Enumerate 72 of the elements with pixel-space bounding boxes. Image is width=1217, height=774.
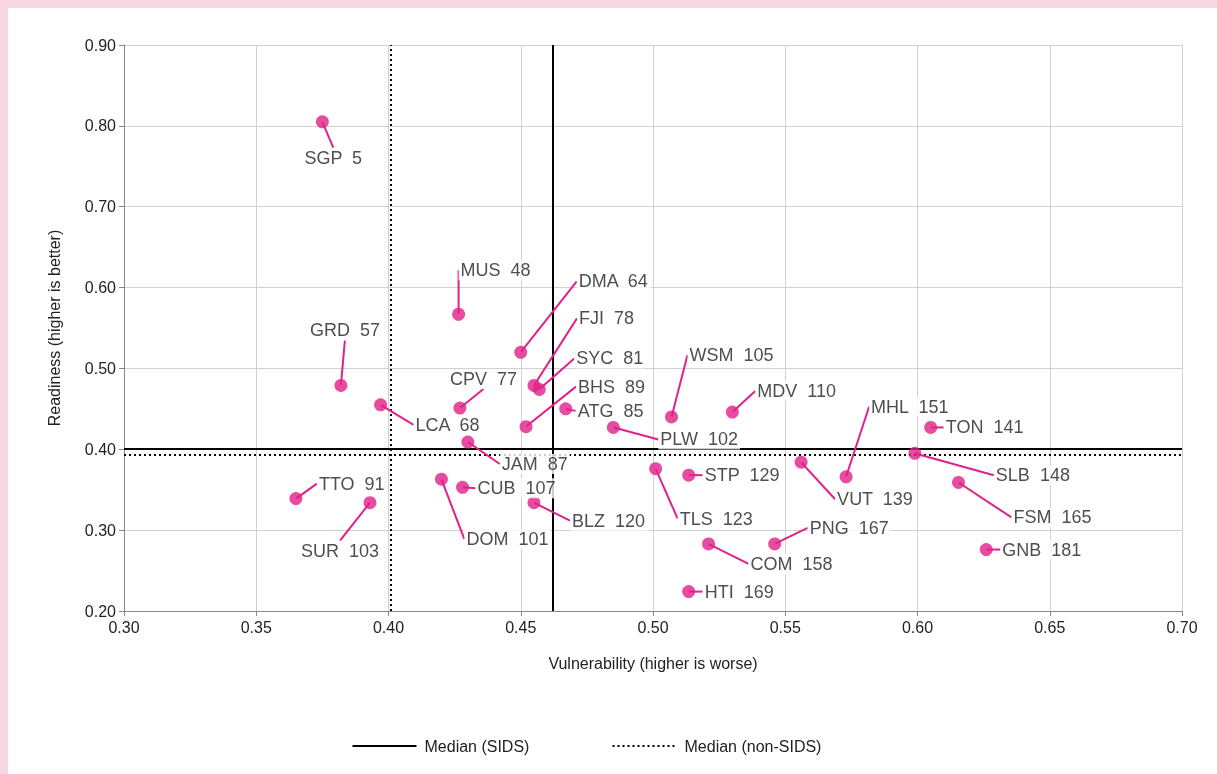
y-tick-label: 0.50 (84, 359, 117, 377)
point (952, 475, 965, 489)
annotation: SUR 103 (300, 540, 380, 561)
annotation: WSM 105 (689, 344, 774, 365)
annotation: FJI 78 (578, 308, 635, 329)
x-tick-label: 0.60 (901, 618, 934, 636)
annotation: LCA 68 (415, 414, 480, 435)
annotation: VUT 139 (837, 489, 913, 510)
annotation: BLZ 120 (571, 510, 646, 531)
annotation: SGP 5 (304, 147, 363, 168)
annotation: MDV 110 (757, 381, 837, 402)
annotation: TLS 123 (679, 508, 753, 529)
annotation: ATG 85 (577, 400, 644, 421)
x-tick-label: 0.55 (769, 618, 801, 636)
point (702, 537, 716, 551)
annotation: MHL 151 (871, 396, 949, 417)
annotation: TTO 91 (318, 473, 385, 494)
annotation: PLW 102 (660, 429, 739, 450)
point (456, 480, 470, 494)
annotation: MUS 48 (460, 260, 531, 281)
y-tick-label: 0.40 (84, 440, 117, 458)
annotation: FSM 165 (1013, 507, 1092, 528)
point (908, 446, 922, 460)
y-axis-title: Readiness (higher is better) (45, 229, 63, 427)
y-tick-label: 0.80 (84, 117, 117, 135)
point (363, 496, 377, 510)
point (682, 468, 696, 482)
annotation: CPV 77 (449, 369, 517, 390)
annotation: BHS 89 (578, 376, 646, 397)
annotation: HTI 169 (704, 581, 774, 602)
y-tick-label: 0.90 (84, 36, 117, 54)
point (924, 420, 938, 434)
y-tick-label: 0.30 (84, 521, 117, 539)
x-tick-label: 0.35 (240, 618, 272, 636)
legend-label: Median (non-SIDS) (684, 737, 822, 755)
point (315, 115, 329, 129)
annotation: GRD 57 (309, 320, 380, 341)
x-tick-label: 0.40 (372, 618, 405, 636)
point (794, 455, 808, 469)
point (606, 420, 620, 434)
point (452, 307, 466, 321)
point (519, 420, 533, 434)
annotation: STP 129 (704, 465, 780, 486)
annotation: JAM 87 (501, 454, 568, 475)
point (649, 462, 663, 476)
annotation: COM 158 (750, 553, 833, 574)
x-tick-label: 0.45 (505, 618, 537, 636)
annotation: CUB 107 (477, 478, 556, 499)
annotation: DOM 101 (466, 529, 549, 550)
y-tick-label: 0.60 (84, 279, 117, 297)
point (514, 345, 528, 359)
x-axis-title: Vulnerability (higher is worse) (548, 654, 758, 672)
x-tick-label: 0.70 (1166, 618, 1198, 636)
annotation: DMA 64 (578, 271, 648, 292)
point (559, 402, 573, 416)
point (434, 472, 448, 486)
annotation: SLB 148 (995, 465, 1070, 486)
point (725, 405, 739, 419)
x-tick-label: 0.30 (108, 618, 140, 636)
point (374, 398, 388, 412)
annotation: TON 141 (945, 417, 1024, 438)
y-tick-label: 0.20 (84, 602, 117, 620)
point (979, 543, 993, 557)
point (334, 378, 348, 392)
x-tick-label: 0.50 (637, 618, 669, 636)
x-tick-label: 0.65 (1034, 618, 1066, 636)
y-tick-label: 0.70 (84, 198, 117, 216)
annotation: GNB 181 (1002, 539, 1082, 560)
legend-label: Median (SIDS) (424, 737, 530, 755)
annotation: PNG 167 (809, 517, 889, 538)
point (768, 537, 782, 551)
annotation: SYC 81 (576, 348, 644, 369)
